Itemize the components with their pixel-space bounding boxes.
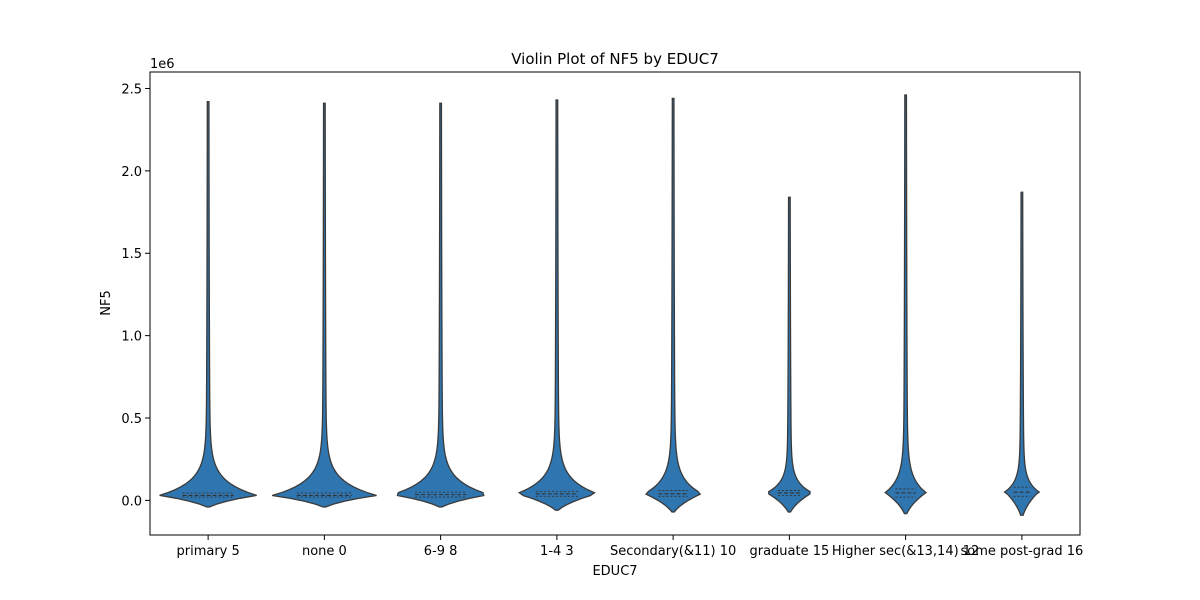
violin-body [769,197,810,512]
violin-body [397,103,483,507]
y-tick-label: 1.0 [121,330,142,345]
x-tick-label: 6-9 8 [424,544,458,559]
y-tick-label: 1.5 [121,247,142,262]
violin-body [1005,192,1040,515]
x-tick-label: Higher sec(&13,14) 12 [832,544,979,559]
violins-group [160,95,1040,515]
x-tick-label: graduate 15 [749,544,829,559]
x-tick-label: some post-grad 16 [960,544,1083,559]
y-axis-title: NF5 [99,290,114,315]
y-tick-label: 0.0 [121,494,142,509]
violin-body [519,100,594,510]
x-axis-title: EDUC7 [592,564,637,579]
violin-body [160,102,257,507]
violin-body [272,103,376,507]
x-axis: primary 5 none 0 6-9 8 1-4 3 Secondary(&11) … [176,535,1083,559]
x-tick-label: 1-4 3 [540,544,574,559]
y-offset-label: 1e6 [150,57,175,72]
y-tick-label: 2.5 [121,82,142,97]
chart-title: Violin Plot of NF5 by EDUC7 [511,50,719,68]
x-tick-label: Secondary(&11) 10 [610,544,736,559]
plot-frame [150,72,1080,535]
violin-body [646,98,700,512]
y-axis: 0.0 0.5 1.0 1.5 2.0 2.5 [121,82,150,509]
y-tick-label: 0.5 [121,412,142,427]
violin-body [885,95,926,514]
y-tick-label: 2.0 [121,165,142,180]
x-tick-label: none 0 [302,544,347,559]
x-tick-label: primary 5 [176,544,239,559]
